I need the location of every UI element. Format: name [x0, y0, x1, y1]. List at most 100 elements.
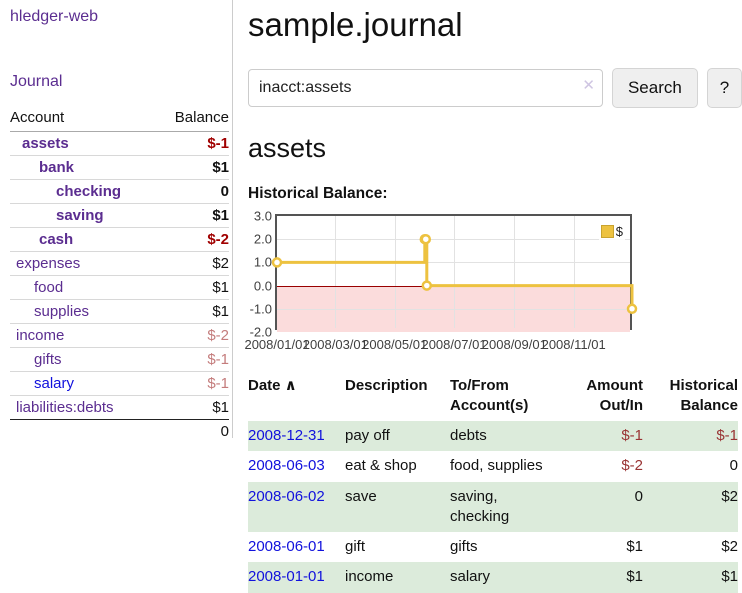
chart-title: Historical Balance:	[248, 185, 388, 202]
page-title: sample.journal	[248, 6, 463, 43]
txn-description: pay off	[345, 427, 390, 444]
search-bar: ✕ Search ?	[248, 68, 742, 108]
chart-legend: $	[598, 223, 625, 240]
account-row: checking 0	[10, 179, 229, 204]
account-link-checking[interactable]: checking	[56, 183, 122, 200]
sidebar: hledger-web Journal Account Balance asse…	[0, 0, 232, 443]
vertical-gridline	[394, 216, 396, 328]
account-cell: bank	[10, 155, 158, 180]
txn-accounts: salary	[450, 568, 491, 586]
account-link-supplies[interactable]: supplies	[34, 303, 90, 320]
account-row: income $-2	[10, 323, 229, 348]
horizontal-gridline	[277, 262, 630, 264]
txn-date-cell: 2008-06-03	[248, 451, 345, 481]
account-balance: $-1	[207, 135, 229, 152]
account-cell: gifts	[10, 347, 158, 372]
transaction-row[interactable]: 2008-06-01 gift gifts $1 $2	[248, 532, 738, 562]
legend-label: $	[615, 224, 623, 239]
txn-header-date[interactable]: Date ∧	[248, 377, 297, 394]
account-balance: $-1	[157, 347, 229, 372]
txn-header-amount: Amount Out/In	[586, 377, 643, 414]
horizontal-gridline	[277, 308, 630, 310]
account-cell: supplies	[10, 299, 158, 324]
horizontal-gridline	[277, 239, 630, 241]
accounts-header-account: Account	[10, 107, 158, 132]
historical-balance-chart: 3.0 2.0 1.0 0.0 -1.0 -2.0 $2008/01/01 2008/03/0…	[244, 209, 742, 354]
txn-header-balance: Historical Balance	[669, 377, 738, 414]
account-link-liabilities-debts[interactable]: liabilities:debts	[16, 399, 114, 416]
account-row: supplies $1	[10, 299, 229, 324]
x-axis-tick: 2008/05/01	[362, 337, 428, 352]
account-row: saving $1	[10, 203, 229, 228]
main-content: sample.journal ✕ Search ? assets Histori…	[244, 0, 742, 593]
account-balance: $-2	[157, 227, 229, 252]
account-row: assets $-1	[10, 132, 229, 156]
sidebar-item-journal[interactable]: Journal	[10, 73, 63, 90]
transaction-date-link[interactable]: 2008-06-02	[248, 487, 325, 505]
txn-amount: $1	[626, 568, 643, 586]
x-axis-tick: 2008/01/01	[244, 337, 310, 352]
transaction-row[interactable]: 2008-06-03 eat & shop food, supplies $-2 0	[248, 451, 738, 481]
account-balance: $1	[157, 299, 229, 324]
account-cell: expenses	[10, 251, 158, 276]
transaction-row[interactable]: 2008-12-31 pay off debts $-1 $-1	[248, 421, 738, 452]
account-row: salary $-1	[10, 371, 229, 396]
txn-accounts: food, supplies	[450, 457, 543, 475]
account-link-assets[interactable]: assets	[22, 135, 69, 152]
y-axis-tick: -1.0	[249, 301, 272, 317]
chart-plot-area: $	[271, 214, 638, 332]
accounts-header-balance: Balance	[157, 107, 229, 132]
clear-search-icon[interactable]: ✕	[582, 77, 595, 94]
account-cell: salary	[10, 371, 158, 396]
account-cell: liabilities:debts	[10, 395, 158, 420]
txn-amount: $-1	[621, 427, 643, 444]
legend-swatch-icon	[600, 225, 614, 238]
txn-amount: $-2	[621, 457, 643, 475]
txn-balance: $2	[721, 538, 738, 555]
account-link-gifts[interactable]: gifts	[34, 351, 62, 368]
txn-amount: 0	[634, 487, 643, 505]
txn-balance: 0	[729, 457, 738, 475]
account-row: cash $-2	[10, 227, 229, 252]
account-link-salary[interactable]: salary	[34, 375, 75, 392]
account-balance: $-1	[157, 371, 229, 396]
txn-description: eat & shop	[345, 457, 417, 475]
txn-description: gift	[345, 538, 366, 555]
account-link-expenses[interactable]: expenses	[16, 255, 81, 272]
brand-link[interactable]: hledger-web	[10, 8, 99, 25]
txn-date-cell: 2008-01-01	[248, 562, 345, 592]
account-link-cash[interactable]: cash	[39, 231, 74, 248]
transaction-row[interactable]: 2008-06-02 save saving, checking 0 $2	[248, 481, 738, 533]
txn-date-cell: 2008-06-02	[248, 482, 345, 533]
transaction-row[interactable]: 2008-01-01 income salary $1 $1	[248, 562, 738, 593]
txn-balance: $2	[721, 487, 738, 505]
x-axis-tick: 2008/07/01	[421, 337, 487, 352]
account-link-food[interactable]: food	[34, 279, 64, 296]
sort-ascending-icon: ∧	[280, 377, 297, 394]
account-balance: 0	[157, 179, 229, 204]
transaction-date-link[interactable]: 2008-06-03	[248, 457, 325, 475]
account-link-income[interactable]: income	[16, 327, 65, 344]
accounts-total-spacer	[10, 419, 158, 443]
account-link-bank[interactable]: bank	[39, 159, 75, 176]
search-input[interactable]	[248, 69, 603, 107]
transaction-date-link[interactable]: 2008-01-01	[248, 568, 325, 586]
y-axis-tick: 2.0	[253, 231, 272, 247]
x-axis-tick: 2008/03/01	[302, 337, 368, 352]
account-cell: assets	[10, 132, 157, 156]
accounts-header-row: Account Balance	[10, 107, 229, 132]
txn-date-cell: 2008-12-31	[248, 421, 345, 451]
account-balance: $2	[157, 251, 229, 276]
transaction-date-link[interactable]: 2008-12-31	[248, 427, 325, 444]
accounts-table: Account Balance assets $-1 bank $1 checking 0…	[10, 107, 229, 443]
y-axis-tick: 1.0	[253, 254, 272, 270]
transaction-date-link[interactable]: 2008-06-01	[248, 538, 325, 555]
help-button[interactable]: ?	[706, 68, 742, 108]
y-axis-tick: 0.0	[253, 278, 272, 294]
account-row: food $1	[10, 275, 229, 300]
account-link-saving[interactable]: saving	[56, 207, 104, 224]
account-balance: $1	[157, 275, 229, 300]
search-input-wrap: ✕	[248, 69, 603, 107]
search-button[interactable]: Search	[611, 68, 698, 108]
txn-date-cell: 2008-06-01	[248, 532, 345, 562]
